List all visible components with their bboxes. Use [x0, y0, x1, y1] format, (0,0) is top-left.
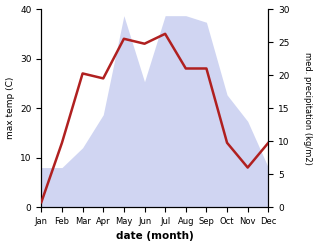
Y-axis label: max temp (C): max temp (C)	[5, 77, 15, 139]
Y-axis label: med. precipitation (kg/m2): med. precipitation (kg/m2)	[303, 52, 313, 165]
X-axis label: date (month): date (month)	[116, 231, 194, 242]
